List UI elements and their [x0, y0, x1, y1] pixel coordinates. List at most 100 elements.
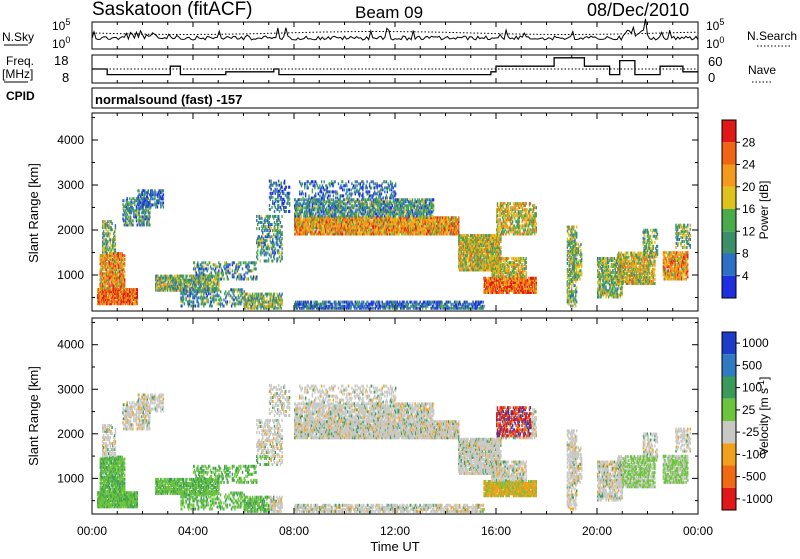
power-cell — [201, 275, 202, 278]
power-cell — [315, 212, 316, 215]
power-cell — [107, 220, 108, 223]
power-cell — [124, 274, 125, 277]
power-cell — [375, 208, 376, 211]
power-cell — [228, 269, 229, 272]
power-cell — [132, 201, 133, 204]
power-cell — [361, 216, 362, 219]
power-cell — [111, 222, 112, 225]
power-cell — [344, 198, 345, 201]
power-cell — [299, 198, 300, 201]
power-cell — [267, 251, 268, 254]
power-cell — [260, 260, 261, 263]
power-cell — [238, 296, 239, 299]
power-cell — [115, 242, 116, 245]
power-cell — [105, 220, 106, 223]
power-cell — [185, 296, 186, 299]
power-cell — [242, 292, 243, 295]
power-cell — [207, 267, 208, 270]
power-cell — [277, 243, 278, 246]
power-cell — [232, 269, 233, 272]
power-cell — [275, 247, 276, 250]
power-cell — [223, 298, 224, 301]
power-cell — [256, 219, 257, 222]
power-cell — [258, 293, 259, 296]
power-cell — [281, 186, 282, 189]
power-cell — [273, 233, 274, 236]
power-cell — [209, 261, 210, 264]
power-cell — [107, 244, 108, 247]
power-cell — [157, 206, 158, 209]
power-cell — [246, 278, 247, 281]
power-cell — [270, 227, 271, 230]
cpid-label: CPID — [6, 89, 35, 103]
power-cell — [193, 300, 194, 303]
power-cell — [103, 230, 104, 233]
power-cell — [270, 215, 271, 218]
power-cell — [132, 224, 133, 227]
power-cell — [221, 298, 222, 301]
nave-label: Nave — [748, 63, 776, 77]
power-cell — [255, 261, 256, 264]
power-cell — [259, 227, 260, 230]
power-cell — [233, 261, 234, 264]
noise-panel: N.Sky 105 100 105 100 N.Search — [2, 17, 797, 51]
freq-left-tick-top: 18 — [54, 53, 68, 68]
power-cell — [301, 215, 302, 218]
power-cell — [191, 300, 192, 303]
power-cell — [276, 188, 277, 191]
power-cell — [272, 196, 273, 199]
power-cell — [281, 307, 282, 310]
power-cell — [458, 216, 459, 219]
power-cell — [220, 302, 221, 305]
cpid-text: normalsound (fast) -157 — [95, 92, 242, 107]
power-cell — [138, 189, 139, 192]
power-cell — [148, 203, 149, 206]
power-cell — [274, 257, 275, 260]
power-cell — [255, 267, 256, 270]
power-cell — [281, 247, 282, 250]
power-cell — [208, 288, 209, 291]
power-cell — [284, 200, 285, 203]
power-cell — [277, 307, 278, 310]
power-cell — [289, 186, 290, 189]
power-cell — [274, 293, 275, 296]
power-cell — [274, 182, 275, 185]
power-cell — [181, 305, 182, 308]
power-cell — [252, 307, 253, 310]
power-cell — [345, 202, 346, 205]
power-cell — [203, 265, 204, 268]
power-cell — [144, 197, 145, 200]
power-cell — [194, 261, 195, 264]
power-cell — [333, 198, 334, 201]
power-cell — [404, 208, 405, 211]
power-cell — [281, 231, 282, 234]
power-cell — [248, 307, 249, 310]
power-cell — [197, 273, 198, 276]
power-cell — [201, 261, 202, 264]
power-cell — [283, 206, 284, 209]
power-cell — [278, 215, 279, 218]
power-cell — [163, 206, 164, 209]
power-cell — [264, 297, 265, 300]
power-cell — [261, 217, 262, 220]
power-cell — [205, 288, 206, 291]
power-cell — [213, 263, 214, 266]
power-data-cells — [97, 180, 691, 310]
power-cell — [281, 255, 282, 258]
power-cell — [110, 232, 111, 235]
power-cell — [278, 204, 279, 207]
power-cell — [240, 261, 241, 264]
power-cell — [269, 253, 270, 256]
power-cell — [149, 211, 150, 214]
power-cell — [149, 215, 150, 218]
power-cell — [213, 294, 214, 297]
power-cell — [124, 262, 125, 265]
power-cell — [155, 191, 156, 194]
power-cell — [127, 221, 128, 224]
power-cell — [152, 197, 153, 200]
power-cell — [217, 302, 218, 305]
power-cell — [227, 300, 228, 303]
power-cell — [130, 215, 131, 218]
power-cell — [206, 263, 207, 266]
